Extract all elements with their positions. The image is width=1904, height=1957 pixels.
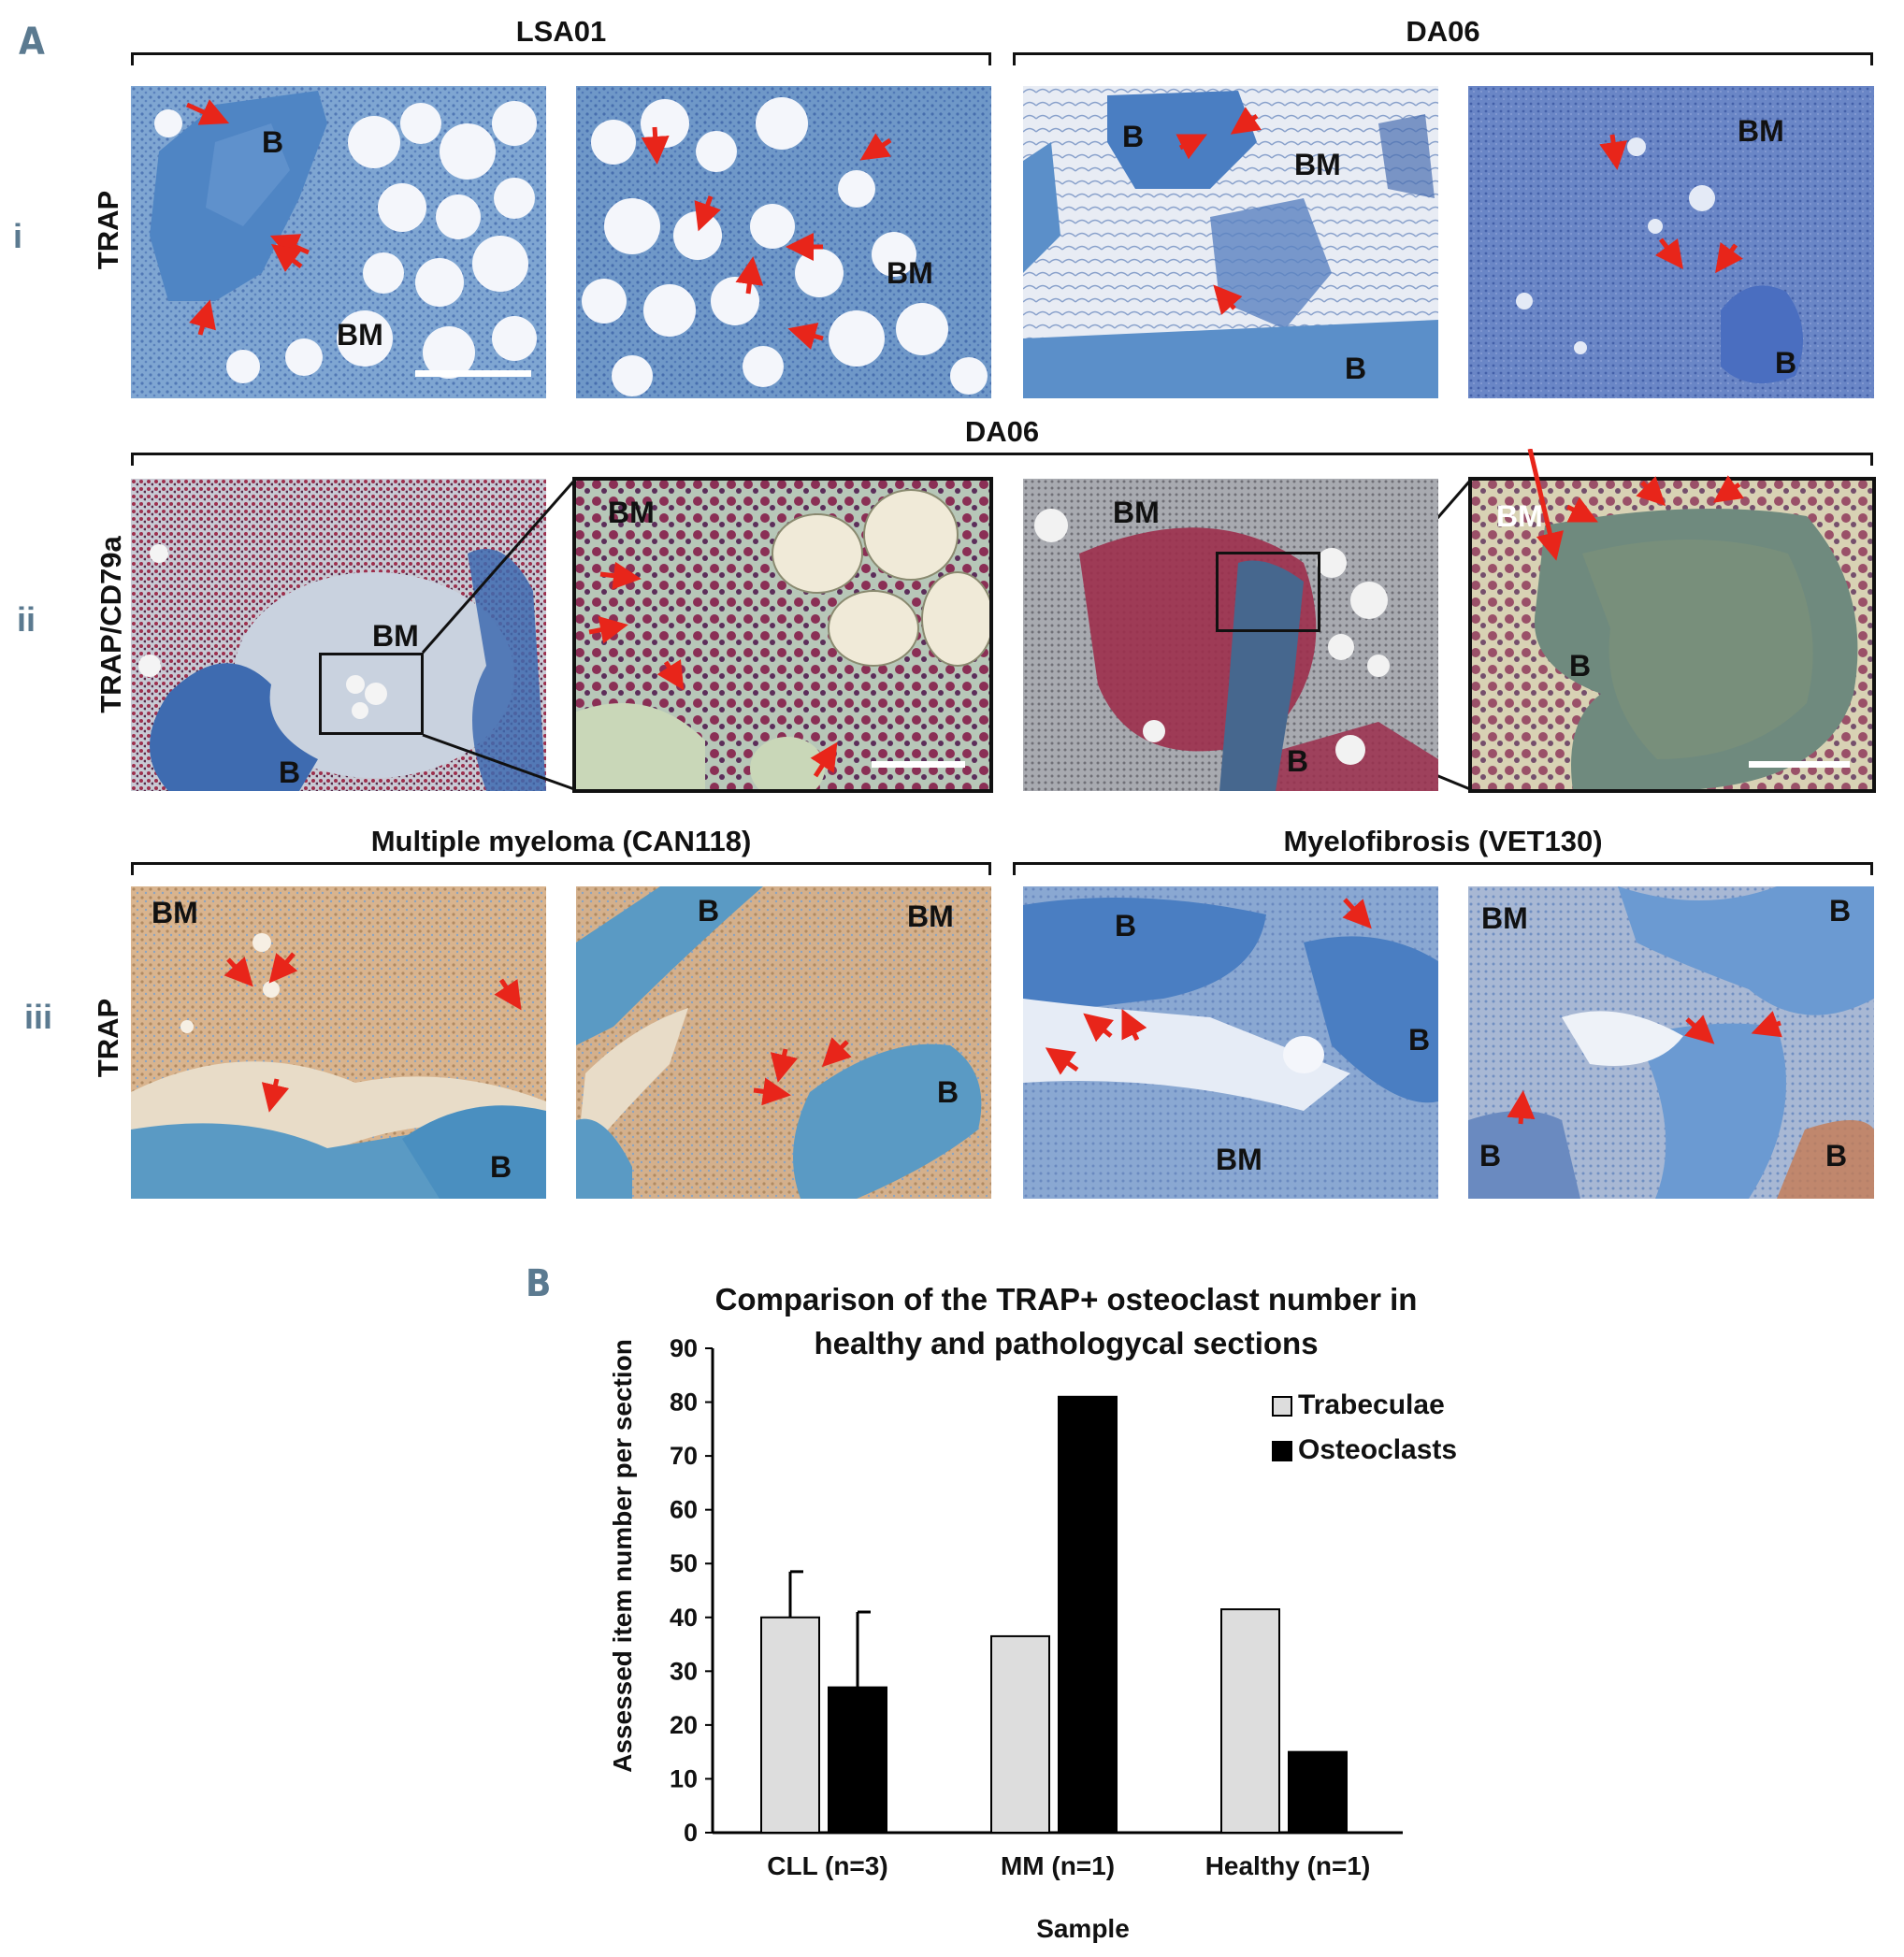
bar-osteoclasts-1 [1058,1395,1118,1835]
chart-title-line-1: Comparison of the TRAP+ osteoclast numbe… [714,1282,1418,1317]
label-bone: B [937,1075,959,1109]
bar-osteoclasts-0 [828,1686,887,1834]
label-bone: B [1479,1139,1502,1173]
label-bone: B [279,755,301,789]
x-tick-label: CLL (n=3) [767,1851,887,1880]
bracket-da06-row1 [1013,52,1873,65]
label-bone-marrow: BM [372,619,419,653]
label-bone: B [1122,120,1145,153]
y-tick-label: 30 [670,1657,698,1685]
label-bone: B [1345,352,1367,385]
row-number-i: i [13,217,23,255]
group-label-multiple-myeloma: Multiple myeloma (CAN118) [370,825,752,857]
inset-frame-2 [1468,477,1876,793]
label-bone-marrow: BM [1294,148,1341,181]
row-number-ii: ii [17,600,36,639]
arrow-overlay-row1 [185,99,1743,350]
y-tick-label: 60 [670,1496,698,1524]
micrograph-r2-da06-inset-2 [1470,479,1874,791]
micrograph-r3-mm-b [576,886,991,1199]
chart-title-line-2: healthy and pathologycal sections [814,1326,1319,1360]
inset-selection-box [319,653,424,735]
x-axis-title: Sample [1036,1914,1130,1943]
label-bone-marrow: BM [337,318,383,352]
micrograph-r2-da06-overview-1 [131,479,546,791]
arrow-overlay-row3 [224,898,1782,1125]
micrograph-r2-da06-overview-2 [1023,479,1438,791]
bar-trabeculae-2 [1220,1608,1280,1834]
micrograph-r1-da06-a [1023,86,1438,398]
x-tick-label: Healthy (n=1) [1205,1851,1371,1880]
label-bone: B [1775,346,1797,380]
group-label-lsa01: LSA01 [515,15,607,48]
bar-trabeculae-1 [990,1634,1050,1835]
label-bone-marrow: BM [1481,901,1528,935]
micrograph-r3-mf-b [1468,886,1874,1199]
legend-item-osteoclasts: Osteoclasts [1272,1434,1457,1466]
label-bone: B [1287,744,1309,778]
legend-label-osteoclasts: Osteoclasts [1298,1434,1458,1465]
scale-bar [415,370,531,377]
y-tick-label: 0 [684,1819,698,1847]
label-bone: B [1825,1139,1848,1173]
panel-b-letter: B [526,1262,552,1305]
label-bone-marrow: BM [151,896,198,929]
label-bone: B [1115,909,1137,943]
label-bone: B [262,125,284,159]
label-bone: B [1569,649,1592,683]
bracket-multiple-myeloma [131,862,991,875]
micrograph-r2-da06-inset-1 [574,479,991,791]
y-tick-label: 50 [670,1549,698,1577]
label-bone-marrow: BM [907,899,954,933]
label-bone: B [1829,894,1852,928]
inset-frame-1 [572,477,993,793]
row-number-iii: iii [24,998,53,1036]
bracket-da06-row2 [131,453,1873,466]
inset-selection-box [1216,552,1320,632]
label-bone: B [490,1150,512,1184]
bracket-myelofibrosis [1013,862,1873,875]
panel-a-letter: A [19,21,45,64]
chart-title: Comparison of the TRAP+ osteoclast numbe… [599,1277,1534,1365]
group-label-myelofibrosis: Myelofibrosis (VET130) [1283,825,1603,857]
bar-osteoclasts-2 [1288,1750,1348,1834]
x-tick-label: MM (n=1) [1001,1851,1115,1880]
micrograph-r3-mf-a [1023,886,1438,1199]
label-bone: B [1408,1023,1431,1057]
y-tick-label: 40 [670,1604,698,1632]
arrow-overlay-row2 [588,449,1744,778]
y-tick-label: 10 [670,1764,698,1792]
bracket-lsa01 [131,52,991,65]
label-bone-marrow: BM [1113,496,1160,529]
group-label-da06-row2: DA06 [964,415,1040,448]
y-tick-label: 70 [670,1442,698,1470]
legend-swatch-osteoclasts [1272,1441,1292,1461]
micrograph-r1-lsa01-a [131,86,546,398]
micrograph-r3-mm-a [131,886,546,1199]
label-bone-marrow: BM [1496,499,1543,533]
label-bone-marrow: BM [608,496,655,529]
scale-bar [1749,761,1850,768]
y-tick-label: 90 [670,1334,698,1362]
legend-swatch-trabeculae [1272,1396,1292,1417]
label-bone-marrow: BM [1738,114,1784,148]
y-tick-label: 20 [670,1711,698,1739]
label-bone-marrow: BM [887,256,933,290]
y-tick-label: 80 [670,1389,698,1417]
scale-bar [872,761,965,768]
legend-item-trabeculae: Trabeculae [1272,1389,1445,1421]
legend-label-trabeculae: Trabeculae [1298,1389,1445,1420]
bar-trabeculae-0 [760,1616,820,1835]
group-label-da06-row1: DA06 [1406,15,1480,48]
label-bone-marrow: BM [1216,1143,1262,1176]
label-bone: B [698,894,720,928]
